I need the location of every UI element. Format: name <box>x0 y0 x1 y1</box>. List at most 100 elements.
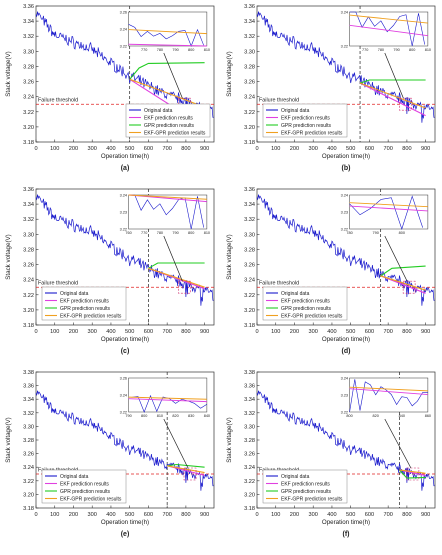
y-tick-label: 3.20 <box>23 308 34 314</box>
y-tick-label: 3.18 <box>23 323 34 329</box>
x-axis-label: Operation time(h) <box>101 153 149 160</box>
threshold-label: Failure threshold <box>259 281 299 287</box>
inset-y-tick-label: 3.22 <box>341 411 348 415</box>
inset-series-original <box>349 195 423 230</box>
x-tick-label: 100 <box>50 329 59 335</box>
inset-y-tick-label: 3.24 <box>341 194 348 198</box>
legend-label: EKF prediction results <box>144 116 193 122</box>
y-tick-label: 3.28 <box>23 64 34 70</box>
panel-label: (d) <box>342 348 351 355</box>
inset-x-tick-label: 770 <box>141 231 147 235</box>
panel-label: (c) <box>121 348 130 355</box>
chart-panel: 0 100 200 300 400 500 600 700 800 900 3.18 3.20 3.22… <box>226 4 436 172</box>
legend-label: Original data <box>281 108 310 114</box>
y-axis-label: Stack voltage(V) <box>226 417 233 462</box>
y-tick-label: 3.30 <box>23 49 34 55</box>
inset-series-original <box>349 379 428 413</box>
y-tick-label: 3.22 <box>244 293 255 299</box>
y-tick-label: 3.26 <box>244 263 255 269</box>
inset-y-tick-label: 3.24 <box>120 194 127 198</box>
y-tick-label: 3.22 <box>244 479 255 485</box>
y-tick-label: 3.26 <box>244 452 255 458</box>
legend-label: Original data <box>281 291 310 297</box>
x-tick-label: 500 <box>125 329 134 335</box>
y-tick-label: 3.30 <box>23 424 34 430</box>
x-tick-label: 900 <box>200 146 209 152</box>
inset-y-tick-label: 3.26 <box>120 377 127 381</box>
inset-x-tick-label: 860 <box>425 414 431 418</box>
series-gpr <box>398 469 426 479</box>
chart-panel: 0 100 200 300 400 500 600 700 800 900 3.18 3.20 3.22… <box>5 370 215 538</box>
y-tick-label: 3.24 <box>244 95 255 101</box>
chart-panel: 0 100 200 300 400 500 600 700 800 900 3.18 3.20 3.22… <box>226 370 436 538</box>
x-tick-label: 600 <box>365 146 374 152</box>
inset-x-tick-label: 800 <box>346 414 352 418</box>
chart-panel: 0 100 200 300 400 500 600 700 800 900 3.18 3.20 3.22… <box>5 187 215 355</box>
y-axis-label: Stack voltage(V) <box>5 417 12 462</box>
legend-label: GPR prediction results <box>281 306 332 312</box>
x-tick-label: 700 <box>162 512 171 518</box>
x-tick-label: 0 <box>255 512 258 518</box>
inset-frame <box>128 377 208 413</box>
x-tick-label: 200 <box>69 329 78 335</box>
series-ekf-gpr <box>399 469 426 474</box>
x-tick-label: 900 <box>200 329 209 335</box>
threshold-label: Failure threshold <box>38 98 78 104</box>
inset-series-ekf <box>349 205 428 212</box>
series-original <box>35 194 214 306</box>
inset-series-ekf-gpr <box>349 386 428 392</box>
legend-label: Original data <box>60 291 89 297</box>
y-tick-label: 3.22 <box>244 110 255 116</box>
y-tick-label: 3.24 <box>23 278 34 284</box>
inset-x-tick-label: 790 <box>125 414 131 418</box>
zoom-box <box>183 467 197 481</box>
inset-x-tick-label: 770 <box>141 48 147 52</box>
inset-x-tick-label: 810 <box>425 48 431 52</box>
legend-label: GPR prediction results <box>281 489 332 495</box>
inset-y-tick-label: 3.24 <box>341 11 348 15</box>
x-tick-label: 900 <box>421 329 430 335</box>
y-tick-label: 3.36 <box>23 384 34 390</box>
x-tick-label: 800 <box>402 329 411 335</box>
x-tick-label: 700 <box>383 512 392 518</box>
inset-series-ekf-gpr <box>349 202 428 208</box>
inset-x-tick-label: 830 <box>188 414 194 418</box>
legend-label: GPR prediction results <box>60 489 111 495</box>
inset-x-tick-label: 800 <box>188 48 194 52</box>
x-tick-label: 100 <box>271 512 280 518</box>
y-tick-label: 3.34 <box>23 397 34 403</box>
inset-x-tick-label: 800 <box>141 414 147 418</box>
inset-x-tick-label: 790 <box>172 48 178 52</box>
inset-x-tick-label: 780 <box>157 231 163 235</box>
y-tick-label: 3.22 <box>23 110 34 116</box>
x-tick-label: 800 <box>181 512 190 518</box>
y-tick-label: 3.36 <box>244 384 255 390</box>
y-tick-label: 3.32 <box>23 411 34 417</box>
inset-x-tick-label: 780 <box>378 48 384 52</box>
legend-label: GPR prediction results <box>281 123 332 129</box>
y-tick-label: 3.24 <box>244 465 255 471</box>
y-tick-label: 3.28 <box>244 247 255 253</box>
legend-label: EKF prediction results <box>281 299 330 305</box>
inset-y-tick-label: 3.23 <box>341 211 348 215</box>
inset-x-tick-label: 780 <box>157 48 163 52</box>
inset-series-ekf <box>349 388 428 395</box>
inset-x-tick-label: 840 <box>399 414 405 418</box>
x-tick-label: 600 <box>144 512 153 518</box>
y-tick-label: 3.30 <box>244 424 255 430</box>
x-tick-label: 0 <box>34 512 37 518</box>
x-tick-label: 900 <box>421 512 430 518</box>
inset-y-tick-label: 3.23 <box>341 394 348 398</box>
series-original <box>35 11 214 123</box>
y-tick-label: 3.28 <box>23 438 34 444</box>
x-tick-label: 0 <box>255 329 258 335</box>
inset-y-tick-label: 3.22 <box>120 411 127 415</box>
x-tick-label: 400 <box>106 146 115 152</box>
y-axis-label: Stack voltage(V) <box>5 51 12 96</box>
inset-y-tick-label: 3.22 <box>120 228 127 232</box>
panel-label: (e) <box>121 531 130 538</box>
x-tick-label: 800 <box>181 146 190 152</box>
y-tick-label: 3.34 <box>244 397 255 403</box>
series-gpr <box>148 262 205 269</box>
